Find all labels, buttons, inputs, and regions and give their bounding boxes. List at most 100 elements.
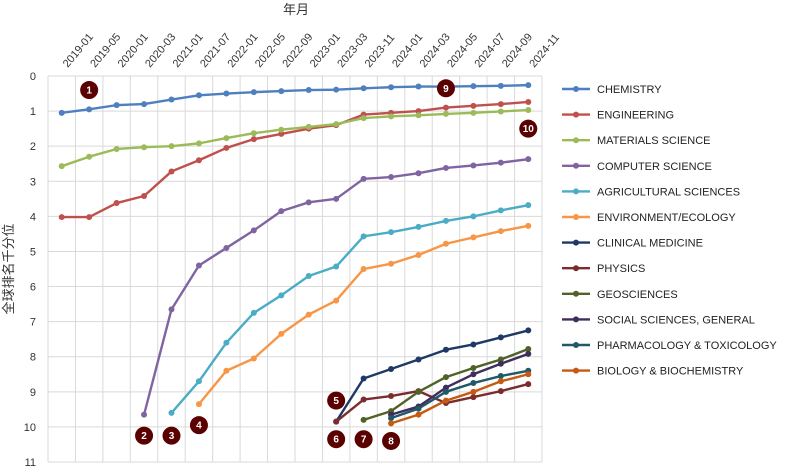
annotations: 1 2 3 4 5 6 7 8 9 10 <box>80 79 538 450</box>
data-point <box>250 309 257 316</box>
legend-swatch-dot <box>573 367 579 374</box>
data-point <box>86 153 93 160</box>
data-point <box>250 355 257 362</box>
data-point <box>442 397 449 404</box>
x-axis-ticks: 2019-012019-052020-012020-032021-012021-… <box>61 31 562 70</box>
data-point <box>223 90 230 97</box>
data-point <box>388 420 395 427</box>
data-point <box>223 244 230 251</box>
series-8 <box>360 346 532 423</box>
data-point <box>415 388 422 395</box>
x-axis-title: 年月 <box>283 3 309 18</box>
data-point <box>195 378 202 385</box>
y-tick-label: 11 <box>25 457 36 469</box>
data-point <box>442 346 449 353</box>
data-point <box>278 208 285 215</box>
annotation-marker: 8 <box>382 431 401 450</box>
data-point <box>333 195 340 202</box>
data-point <box>333 121 340 128</box>
data-point <box>497 360 504 367</box>
annotation-label: 9 <box>443 84 449 95</box>
data-point <box>525 350 532 357</box>
y-tick-label: 2 <box>30 141 36 153</box>
legend-entry: PHYSICS <box>562 263 645 275</box>
annotation-marker: 7 <box>354 430 373 449</box>
legend-entry: ENGINEERING <box>562 110 674 122</box>
legend-entry: GEOSCIENCES <box>562 289 678 301</box>
annotation-label: 4 <box>196 421 202 432</box>
data-point <box>141 411 148 418</box>
data-point <box>415 112 422 119</box>
data-point <box>58 109 65 116</box>
legend-swatch-dot <box>573 265 579 272</box>
y-axis-ticks: 0 1 2 3 4 5 6 7 8 9 10 11 <box>24 71 36 469</box>
data-point <box>497 101 504 108</box>
data-point <box>168 306 175 313</box>
data-point <box>360 233 367 240</box>
data-point <box>470 394 477 401</box>
annotation-marker: 1 <box>80 81 99 100</box>
annotation-marker: 4 <box>189 416 208 435</box>
annotation-label: 2 <box>141 431 147 442</box>
data-point <box>470 364 477 371</box>
y-tick-label: 5 <box>30 246 36 258</box>
data-point <box>360 416 367 423</box>
data-point <box>278 126 285 133</box>
annotation-circle <box>519 119 538 138</box>
data-point <box>278 330 285 337</box>
legend-entry: CLINICAL MEDICINE <box>562 238 703 250</box>
data-point <box>497 207 504 214</box>
annotation-circle <box>135 426 154 445</box>
legend-entry: COMPUTER SCIENCE <box>562 161 712 173</box>
data-point <box>470 380 477 387</box>
series-line <box>390 369 529 420</box>
series-line <box>390 373 529 425</box>
y-tick-label: 4 <box>30 211 36 223</box>
data-point <box>470 102 477 109</box>
data-point <box>470 371 477 378</box>
data-point <box>305 199 312 206</box>
data-point <box>525 107 532 114</box>
data-point <box>86 214 93 221</box>
data-point <box>470 162 477 169</box>
data-point <box>223 144 230 151</box>
data-point <box>305 311 312 318</box>
data-point <box>250 227 257 234</box>
data-point <box>250 89 257 96</box>
data-point <box>113 145 120 152</box>
data-point <box>168 168 175 175</box>
data-point <box>470 341 477 348</box>
legend-swatch-dot <box>573 239 579 246</box>
annotation-marker: 5 <box>327 391 346 410</box>
data-point <box>360 396 367 403</box>
annotation-marker: 10 <box>519 119 538 138</box>
data-point <box>305 273 312 280</box>
data-point <box>525 371 532 378</box>
data-point <box>333 86 340 93</box>
data-point <box>525 381 532 388</box>
data-point <box>305 87 312 94</box>
data-point <box>360 115 367 122</box>
legend-swatch-dot <box>573 162 579 169</box>
data-point <box>415 223 422 230</box>
data-point <box>195 92 202 99</box>
data-point <box>497 159 504 166</box>
series-10 <box>388 367 532 422</box>
data-point <box>168 409 175 416</box>
data-point <box>333 263 340 270</box>
legend-label: CLINICAL MEDICINE <box>597 238 703 250</box>
data-point <box>141 101 148 108</box>
data-point <box>360 266 367 272</box>
legend-swatch-dot <box>573 86 579 92</box>
data-point <box>442 374 449 381</box>
data-point <box>470 109 477 116</box>
data-point <box>278 130 285 137</box>
data-point <box>388 366 395 373</box>
annotation-label: 1 <box>86 86 92 97</box>
data-point <box>195 157 202 164</box>
data-point <box>497 356 504 363</box>
y-tick-label: 8 <box>30 352 36 364</box>
series-lines <box>58 82 532 427</box>
grid <box>47 75 543 463</box>
series-line <box>390 352 529 416</box>
